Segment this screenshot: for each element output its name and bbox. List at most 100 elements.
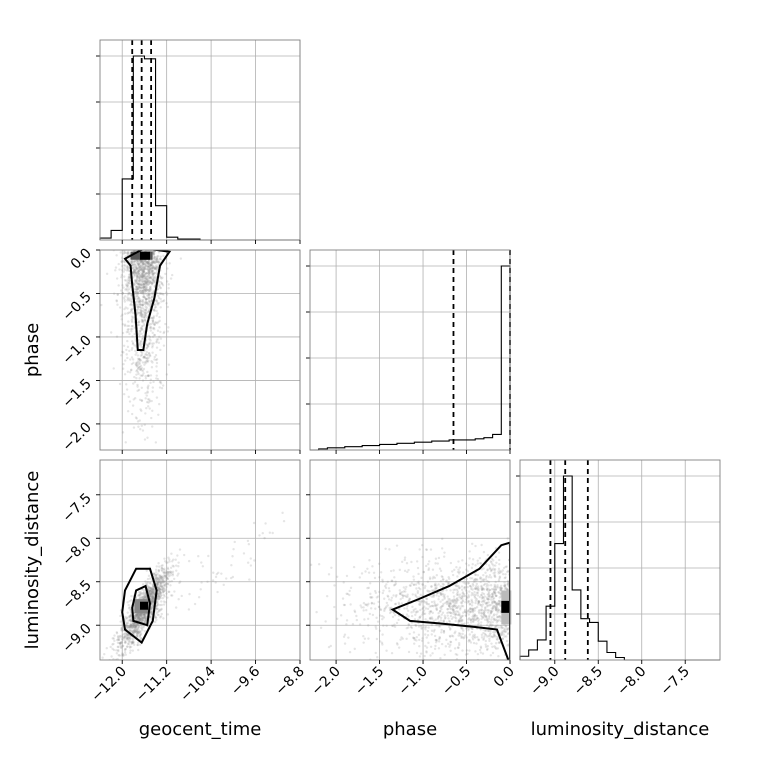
scatter-point	[500, 633, 503, 636]
scatter-point	[121, 644, 125, 647]
scatter-point	[136, 311, 139, 314]
scatter-point	[215, 572, 219, 576]
scatter-point	[480, 605, 484, 608]
scatter-point	[148, 354, 152, 358]
scatter-point	[134, 268, 137, 272]
scatter-point	[158, 577, 161, 580]
scatter-point	[214, 581, 217, 584]
scatter-point	[159, 582, 163, 586]
scatter-point	[149, 269, 153, 273]
scatter-point	[127, 603, 130, 607]
scatter-point	[148, 400, 152, 403]
scatter-point	[138, 289, 142, 293]
scatter-point	[136, 634, 139, 638]
scatter-point	[401, 596, 404, 600]
scatter-point	[134, 630, 137, 633]
scatter-point	[129, 303, 132, 307]
scatter-point	[128, 626, 131, 629]
scatter-point	[133, 272, 136, 275]
scatter-point	[126, 284, 130, 287]
scatter-point	[134, 416, 138, 419]
scatter-point	[359, 604, 362, 607]
scatter-point	[143, 288, 146, 292]
scatter-point	[149, 586, 152, 590]
scatter-point	[253, 559, 256, 562]
scatter-point	[440, 613, 443, 616]
scatter-point	[471, 634, 475, 637]
scatter-point	[143, 630, 147, 633]
scatter-point	[141, 583, 145, 586]
scatter-point	[152, 308, 156, 311]
scatter-point	[381, 643, 384, 646]
scatter-panel-geocent-time-vs-phase: −2.0−1.5−1.0−0.50.0	[59, 246, 301, 455]
scatter-point	[446, 608, 449, 611]
scatter-point	[371, 596, 374, 599]
scatter-point	[484, 607, 487, 610]
scatter-point	[137, 615, 141, 618]
scatter-point	[137, 300, 140, 304]
scatter-point	[155, 578, 159, 582]
scatter-point	[477, 601, 480, 605]
scatter-point	[143, 274, 146, 277]
scatter-point	[165, 302, 168, 305]
scatter-point	[362, 606, 365, 609]
scatter-point	[150, 594, 154, 597]
scatter-point	[495, 637, 498, 641]
scatter-point	[155, 272, 158, 275]
scatter-point	[131, 626, 134, 629]
scatter-point	[137, 388, 141, 392]
scatter-point	[137, 613, 141, 616]
scatter-point	[138, 268, 141, 272]
scatter-point	[153, 616, 157, 619]
scatter-point	[444, 664, 446, 666]
scatter-point	[152, 278, 155, 281]
scatter-point	[144, 277, 148, 280]
scatter-point	[135, 624, 138, 628]
scatter-point	[136, 616, 140, 619]
scatter-point	[156, 257, 159, 261]
scatter-point	[408, 598, 411, 601]
scatter-point	[427, 560, 431, 563]
scatter-point	[139, 615, 143, 618]
scatter-point	[143, 277, 146, 280]
scatter-point	[124, 288, 127, 291]
scatter-point	[159, 330, 162, 334]
scatter-point	[165, 373, 168, 376]
scatter-point	[151, 587, 154, 590]
scatter-point	[496, 668, 498, 670]
scatter-point	[147, 289, 151, 293]
scatter-point	[152, 595, 155, 599]
scatter-point	[148, 285, 152, 289]
scatter-point	[160, 282, 164, 285]
scatter-point	[390, 599, 393, 602]
scatter-point	[137, 615, 140, 619]
scatter-point	[149, 595, 152, 598]
scatter-point	[491, 606, 495, 610]
scatter-point	[159, 596, 162, 600]
scatter-point	[476, 603, 480, 606]
scatter-point	[442, 595, 445, 598]
scatter-point	[456, 606, 459, 610]
scatter-point	[141, 268, 144, 271]
scatter-point	[455, 588, 459, 591]
scatter-point	[151, 260, 154, 263]
scatter-point	[147, 334, 151, 338]
scatter-point	[495, 594, 498, 598]
scatter-point	[137, 270, 140, 273]
scatter-point	[149, 339, 152, 342]
scatter-point	[263, 536, 266, 540]
scatter-point	[162, 571, 165, 574]
scatter-point	[341, 597, 345, 600]
scatter-point	[410, 626, 414, 630]
scatter-point	[422, 599, 426, 603]
scatter-point	[426, 607, 430, 611]
scatter-point	[466, 609, 469, 613]
scatter-point	[128, 651, 132, 655]
scatter-point	[143, 263, 146, 266]
scatter-point	[158, 574, 161, 577]
scatter-point	[100, 303, 103, 307]
scatter-point	[146, 260, 149, 264]
scatter-point	[131, 649, 135, 652]
scatter-point	[483, 609, 486, 612]
scatter-point	[445, 638, 448, 642]
